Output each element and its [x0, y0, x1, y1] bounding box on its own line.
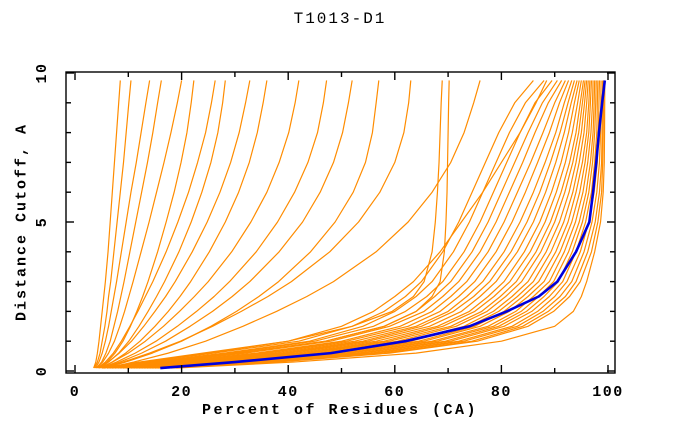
model-curve: [114, 80, 566, 369]
model-curve: [95, 80, 162, 369]
x-tick-label: 100: [592, 384, 624, 401]
model-curve: [168, 80, 604, 369]
model-curve: [97, 80, 251, 369]
model-curve: [149, 80, 594, 369]
y-tick-label: 5: [34, 217, 51, 228]
model-curve: [176, 80, 606, 369]
model-curve: [94, 80, 151, 369]
model-curve: [109, 80, 558, 369]
x-axis-title: Percent of Residues (CA): [201, 402, 479, 419]
model-curve: [125, 80, 578, 369]
model-curve: [106, 80, 481, 369]
model-curve: [104, 80, 380, 369]
model-curve: [106, 80, 553, 369]
highlighted-model-curve: [160, 80, 607, 370]
model-curve: [162, 80, 601, 369]
model-curve: [98, 80, 195, 369]
model-curve: [122, 80, 575, 369]
x-tick-label: 40: [278, 384, 299, 401]
model-curve: [112, 80, 563, 369]
model-curve: [102, 80, 353, 369]
model-curve: [99, 80, 226, 369]
model-curve: [152, 80, 596, 369]
model-curve: [97, 80, 216, 369]
model-curve: [99, 80, 300, 369]
model-curve: [101, 80, 328, 369]
chart-title: T1013-D1: [293, 10, 387, 28]
model-curve: [130, 80, 582, 369]
model-curve: [101, 80, 534, 369]
model-curve: [128, 80, 580, 369]
model-curve: [112, 80, 450, 369]
x-tick-label: 60: [384, 384, 405, 401]
y-axis-title-text: Distance Cutoff, A: [13, 122, 31, 322]
y-tick-label: 10: [34, 62, 51, 83]
model-curve: [103, 80, 412, 369]
model-curve: [101, 80, 548, 369]
model-curve: [133, 80, 585, 369]
model-curve: [157, 80, 599, 369]
model-curve: [93, 80, 121, 369]
x-tick-label: 20: [171, 384, 192, 401]
model-curve: [165, 80, 602, 369]
y-tick-label: 0: [34, 366, 51, 377]
model-curve: [104, 80, 545, 369]
model-curve: [101, 80, 268, 369]
model-curve: [146, 80, 593, 369]
model-curve: [138, 80, 588, 369]
model-curve: [117, 80, 570, 369]
model-curve: [95, 80, 183, 369]
model-curve: [170, 80, 605, 369]
x-tick-label: 80: [491, 384, 512, 401]
model-curve: [93, 80, 132, 369]
model-curve: [120, 80, 573, 369]
x-tick-label: 0: [70, 384, 81, 401]
model-curve: [136, 80, 586, 369]
